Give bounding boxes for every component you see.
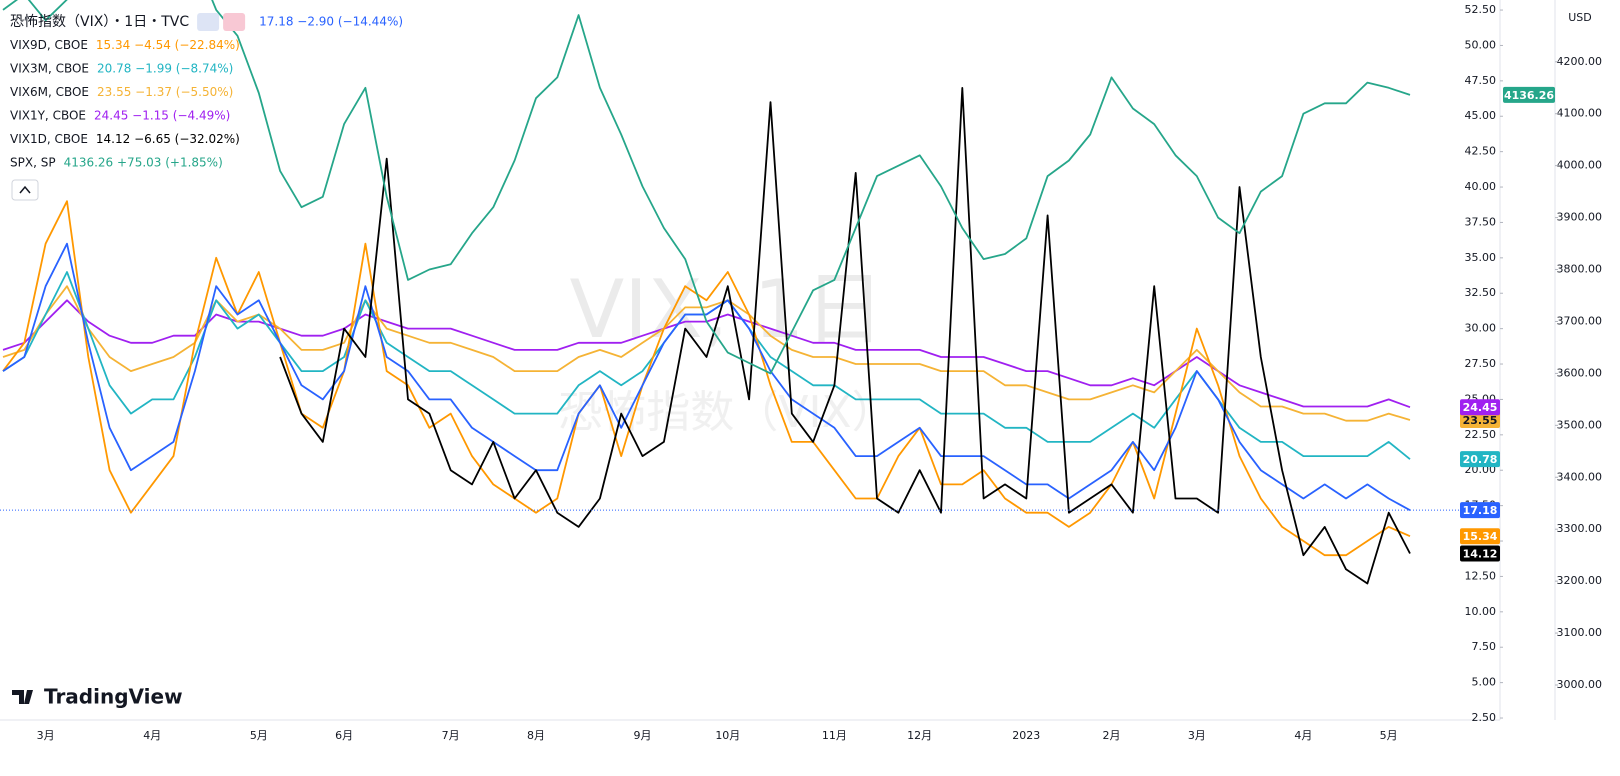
y2-tick-label: 3800.00 bbox=[1557, 263, 1603, 276]
x-tick-label: 8月 bbox=[527, 729, 545, 742]
price-tag-label: 20.78 bbox=[1463, 453, 1498, 466]
y-tick-label: 10.00 bbox=[1465, 605, 1497, 618]
legend-value: 17.18 −2.90 (−14.44%) bbox=[259, 15, 403, 29]
legend-value: 24.45 −1.15 (−4.49%) bbox=[94, 109, 230, 123]
y-tick-label: 5.00 bbox=[1472, 676, 1497, 689]
y2-tick-label: 4000.00 bbox=[1557, 159, 1603, 172]
y-tick-label: 32.50 bbox=[1465, 286, 1497, 299]
price-tag bbox=[1503, 86, 1555, 103]
legend-name: VIX1D, CBOE bbox=[10, 132, 88, 146]
y2-tick-label: 3100.00 bbox=[1557, 626, 1603, 639]
y-tick-label: 45.00 bbox=[1465, 109, 1497, 122]
legend-value: 15.34 −4.54 (−22.84%) bbox=[96, 38, 240, 52]
legend-value: 23.55 −1.37 (−5.50%) bbox=[97, 85, 233, 99]
price-tag bbox=[1460, 545, 1500, 562]
y-tick-label: 50.00 bbox=[1465, 38, 1497, 51]
y2-tick-label: 3400.00 bbox=[1557, 470, 1603, 483]
y-tick-label: 47.50 bbox=[1465, 74, 1497, 87]
y2-tick-label: 3900.00 bbox=[1557, 211, 1603, 224]
series-line bbox=[2, 242, 1411, 511]
y2-tick-label: 3700.00 bbox=[1557, 314, 1603, 327]
legend-value: 4136.26 +75.03 (+1.85%) bbox=[64, 156, 223, 170]
y-tick-label: 37.50 bbox=[1465, 215, 1497, 228]
y-tick-label: 12.50 bbox=[1465, 569, 1497, 582]
y2-tick-label: 4200.00 bbox=[1557, 55, 1603, 68]
brand-logo bbox=[12, 690, 33, 704]
y-tick-label: 27.50 bbox=[1465, 357, 1497, 370]
legend-toggle[interactable] bbox=[11, 179, 39, 201]
y2-tick-label: 3600.00 bbox=[1557, 366, 1603, 379]
x-tick-label: 9月 bbox=[634, 729, 652, 742]
price-tag-label: 24.45 bbox=[1463, 401, 1498, 414]
x-tick-label: 3月 bbox=[1188, 729, 1206, 742]
price-tag bbox=[1460, 502, 1500, 519]
y-tick-label: 42.50 bbox=[1465, 145, 1497, 158]
y-tick-label: 40.00 bbox=[1465, 180, 1497, 193]
watermark: VIX, 1日 bbox=[570, 263, 885, 356]
y2-tick-label: 3300.00 bbox=[1557, 522, 1603, 535]
price-tag-label: 4136.26 bbox=[1504, 89, 1554, 102]
legend-name: VIX3M, CBOE bbox=[10, 62, 89, 76]
x-tick-label: 7月 bbox=[442, 729, 460, 742]
price-tag bbox=[1460, 528, 1500, 545]
plot-area bbox=[2, 0, 1411, 585]
price-tag-label: 15.34 bbox=[1463, 530, 1498, 543]
legend-name: 恐怖指数（VIX）・1日・TVC bbox=[10, 13, 189, 30]
legend-toggle-icon bbox=[19, 185, 31, 194]
price-tag bbox=[1460, 411, 1500, 428]
x-tick-label: 5月 bbox=[1380, 729, 1398, 742]
x-tick-label: 12月 bbox=[907, 729, 932, 742]
y-tick-label: 35.00 bbox=[1465, 251, 1497, 264]
x-tick-label: 2月 bbox=[1103, 729, 1121, 742]
price-tag bbox=[1460, 399, 1500, 416]
y2-tick-label: 3200.00 bbox=[1557, 574, 1603, 587]
y-tick-label: 30.00 bbox=[1465, 322, 1497, 335]
price-tag-label: 17.18 bbox=[1463, 504, 1498, 517]
legend-name: VIX9D, CBOE bbox=[10, 38, 88, 52]
legend-value: 20.78 −1.99 (−8.74%) bbox=[97, 62, 233, 76]
y-tick-label: 22.50 bbox=[1465, 428, 1497, 441]
legend-name: SPX, SP bbox=[10, 156, 56, 170]
x-tick-label: 4月 bbox=[143, 729, 161, 742]
y2-tick-label: 3000.00 bbox=[1557, 678, 1603, 691]
price-tag-label: 23.55 bbox=[1463, 414, 1498, 427]
y-tick-label: 7.50 bbox=[1472, 640, 1497, 653]
y-tick-label: 2.50 bbox=[1472, 711, 1497, 724]
series-line bbox=[2, 0, 1411, 375]
currency-label[interactable]: USD bbox=[1568, 11, 1592, 24]
x-tick-label: 4月 bbox=[1294, 729, 1312, 742]
legend-icon bbox=[197, 13, 220, 31]
series-line bbox=[2, 285, 1411, 422]
legend-value: 14.12 −6.65 (−32.02%) bbox=[96, 132, 240, 146]
brand-name: TradingView bbox=[44, 685, 183, 709]
x-tick-label: 6月 bbox=[335, 729, 353, 742]
legend-name: VIX6M, CBOE bbox=[10, 85, 89, 99]
legend-icon bbox=[223, 13, 246, 31]
legend: 恐怖指数（VIX）・1日・TVC 17.18 −2.90 (−14.44%) VIX… bbox=[10, 13, 403, 170]
y-tick-label: 52.50 bbox=[1465, 3, 1497, 16]
series-line bbox=[279, 87, 1411, 585]
price-tag bbox=[1460, 451, 1500, 468]
x-tick-label: 5月 bbox=[250, 729, 268, 742]
y2-tick-label: 4100.00 bbox=[1557, 107, 1603, 120]
x-tick-label: 11月 bbox=[822, 729, 847, 742]
y2-tick-label: 3500.00 bbox=[1557, 418, 1603, 431]
x-tick-label: 10月 bbox=[715, 729, 740, 742]
watermark: 恐怖指数（VIX） bbox=[558, 387, 895, 438]
legend-name: VIX1Y, CBOE bbox=[10, 109, 86, 123]
x-tick-label: 2023 bbox=[1012, 729, 1040, 742]
price-tag-label: 14.12 bbox=[1463, 547, 1498, 560]
x-tick-label: 3月 bbox=[37, 729, 55, 742]
